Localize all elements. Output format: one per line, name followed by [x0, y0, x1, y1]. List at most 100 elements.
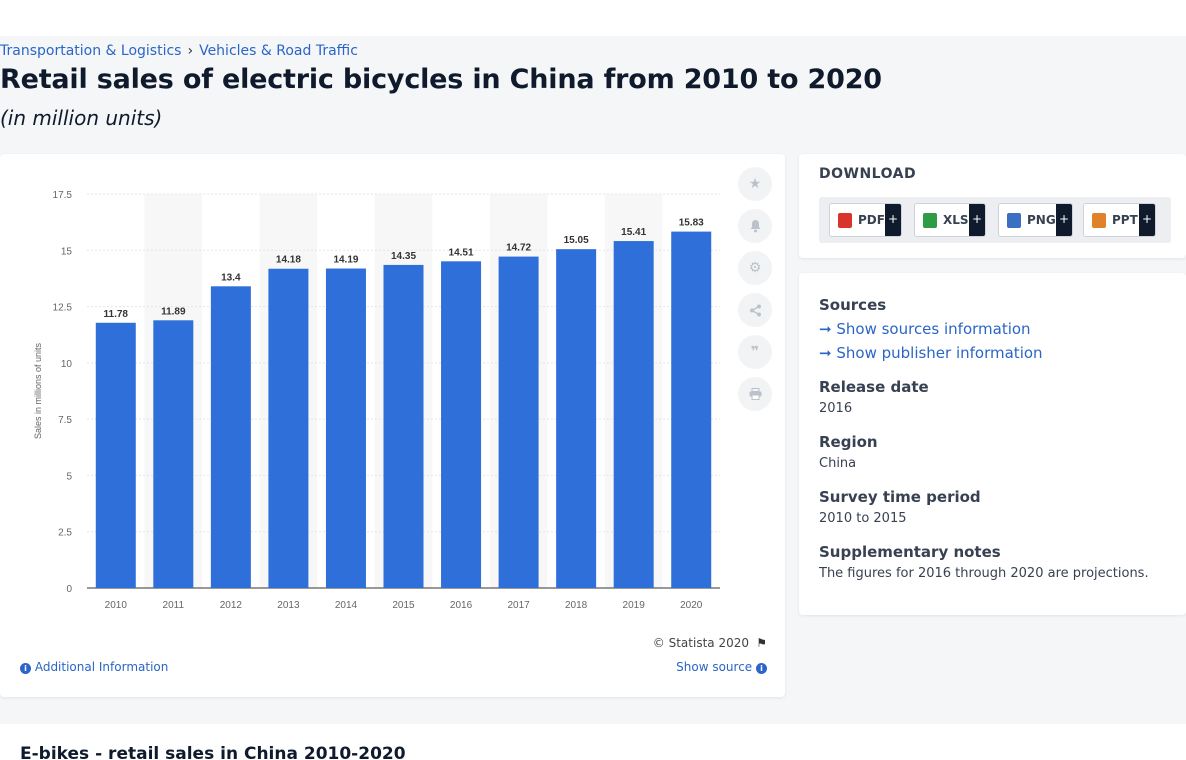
ppt-file-icon: [1092, 212, 1106, 228]
show-publisher-label: Show publisher information: [836, 344, 1043, 362]
show-sources-label: Show sources information: [836, 320, 1031, 338]
x-tick-label: 2016: [450, 600, 473, 611]
bar-2018: [556, 249, 597, 588]
x-tick-label: 2018: [565, 600, 588, 611]
data-label: 13.4: [221, 272, 241, 283]
flag-icon[interactable]: ⚑: [756, 636, 767, 650]
download-xls-plus[interactable]: +: [969, 204, 985, 236]
pdf-file-icon: [838, 212, 852, 228]
data-label: 15.41: [621, 227, 646, 238]
arrow-right-icon: ➞: [819, 320, 832, 338]
statistic-details-card: Sources ➞ Show sources information ➞ Sho…: [799, 273, 1186, 615]
additional-information-link[interactable]: i Additional Information: [20, 660, 168, 674]
quote-icon: ❞: [750, 344, 760, 360]
breadcrumb-item-transportation[interactable]: Transportation & Logistics: [0, 43, 182, 59]
region-value: China: [819, 456, 857, 471]
release-date-value: 2016: [819, 401, 853, 416]
download-png-label: PNG: [1027, 213, 1056, 227]
print-button[interactable]: [738, 377, 772, 411]
download-ppt-plus[interactable]: +: [1139, 204, 1155, 236]
bar-2012: [210, 286, 251, 588]
bar-2011: [153, 320, 194, 588]
chart-card: 0 2.5 5 7.5 10 12.5 15 17.5 11.78 2010 11.89 2011 13…: [0, 154, 785, 697]
bar-2019: [613, 241, 654, 588]
y-tick-label: 10: [61, 359, 73, 370]
y-tick-label: 12.5: [53, 303, 73, 314]
related-statistic-title[interactable]: E-bikes - retail sales in China 2010-202…: [20, 744, 406, 760]
y-tick-label: 2.5: [58, 528, 72, 539]
data-label: 11.78: [104, 309, 129, 320]
x-tick-label: 2017: [507, 600, 530, 611]
cite-button[interactable]: ❞: [738, 335, 772, 369]
y-tick-label: 7.5: [58, 415, 72, 426]
notification-button[interactable]: [738, 209, 772, 243]
breadcrumb-separator: ›: [187, 43, 194, 59]
print-icon: [749, 388, 761, 400]
gear-icon: ⚙: [748, 260, 762, 276]
show-source-link[interactable]: Show source i: [676, 660, 767, 674]
supplementary-notes-heading: Supplementary notes: [819, 543, 1001, 561]
y-tick-label: 17.5: [53, 190, 73, 201]
breadcrumb: Transportation & Logistics › Vehicles & Ro…: [0, 43, 358, 59]
download-pdf-plus[interactable]: +: [885, 204, 901, 236]
page-subtitle: (in million units): [0, 106, 163, 130]
download-pdf-label: PDF: [858, 213, 885, 227]
top-navigation-band: [0, 0, 1186, 36]
related-statistic-card: E-bikes - retail sales in China 2010-202…: [0, 724, 1186, 760]
y-tick-label: 0: [66, 584, 72, 595]
share-button[interactable]: [738, 293, 772, 327]
data-label: 14.35: [391, 251, 416, 262]
download-png-plus[interactable]: +: [1056, 204, 1072, 236]
y-tick-label: 5: [66, 471, 72, 482]
data-label: 15.05: [564, 235, 589, 246]
download-ppt-button[interactable]: PPT +: [1083, 203, 1156, 237]
bar-2017: [498, 256, 539, 588]
download-pdf-button[interactable]: PDF +: [829, 203, 902, 237]
survey-period-heading: Survey time period: [819, 488, 981, 506]
data-label: 11.89: [161, 306, 186, 317]
bar-2010: [95, 322, 136, 588]
download-title: DOWNLOAD: [819, 166, 917, 182]
bar-2013: [268, 268, 309, 588]
y-axis-title: Sales in millions of units: [33, 342, 43, 439]
png-file-icon: [1007, 212, 1021, 228]
show-sources-link[interactable]: ➞ Show sources information: [819, 320, 1031, 338]
bar-2020: [671, 231, 712, 588]
settings-button[interactable]: ⚙: [738, 251, 772, 285]
bell-icon: [750, 220, 760, 233]
star-icon: ★: [748, 176, 762, 192]
x-tick-label: 2014: [335, 600, 358, 611]
download-png-button[interactable]: PNG +: [998, 203, 1073, 237]
download-ppt-label: PPT: [1112, 213, 1138, 227]
xls-file-icon: [923, 212, 937, 228]
region-heading: Region: [819, 433, 878, 451]
download-xls-label: XLS: [943, 213, 969, 227]
statista-credit: © Statista 2020: [652, 636, 749, 650]
data-label: 15.83: [679, 218, 704, 229]
download-bar: PDF + XLS + PNG + PPT +: [819, 197, 1171, 243]
x-tick-label: 2013: [277, 600, 300, 611]
arrow-right-icon: ➞: [819, 344, 832, 362]
data-label: 14.18: [276, 255, 301, 266]
x-tick-label: 2010: [105, 600, 128, 611]
download-card: DOWNLOAD PDF + XLS + PNG + PPT +: [799, 154, 1186, 258]
x-tick-label: 2011: [163, 600, 185, 611]
show-source-label: Show source: [676, 660, 753, 674]
share-icon: [749, 304, 761, 316]
x-tick-label: 2012: [220, 600, 243, 611]
data-label: 14.51: [449, 247, 474, 258]
supplementary-notes-value: The figures for 2016 through 2020 are pr…: [819, 566, 1149, 581]
bar-2016: [441, 261, 482, 588]
breadcrumb-item-vehicles[interactable]: Vehicles & Road Traffic: [199, 43, 358, 59]
sources-heading: Sources: [819, 296, 887, 314]
x-tick-label: 2015: [392, 600, 415, 611]
survey-period-value: 2010 to 2015: [819, 511, 907, 526]
data-label: 14.72: [506, 243, 531, 254]
bar-2015: [383, 264, 424, 588]
release-date-heading: Release date: [819, 378, 929, 396]
show-publisher-link[interactable]: ➞ Show publisher information: [819, 344, 1043, 362]
x-tick-label: 2019: [623, 600, 646, 611]
page-title: Retail sales of electric bicycles in Chi…: [0, 64, 882, 95]
download-xls-button[interactable]: XLS +: [914, 203, 986, 237]
favorite-button[interactable]: ★: [738, 167, 772, 201]
